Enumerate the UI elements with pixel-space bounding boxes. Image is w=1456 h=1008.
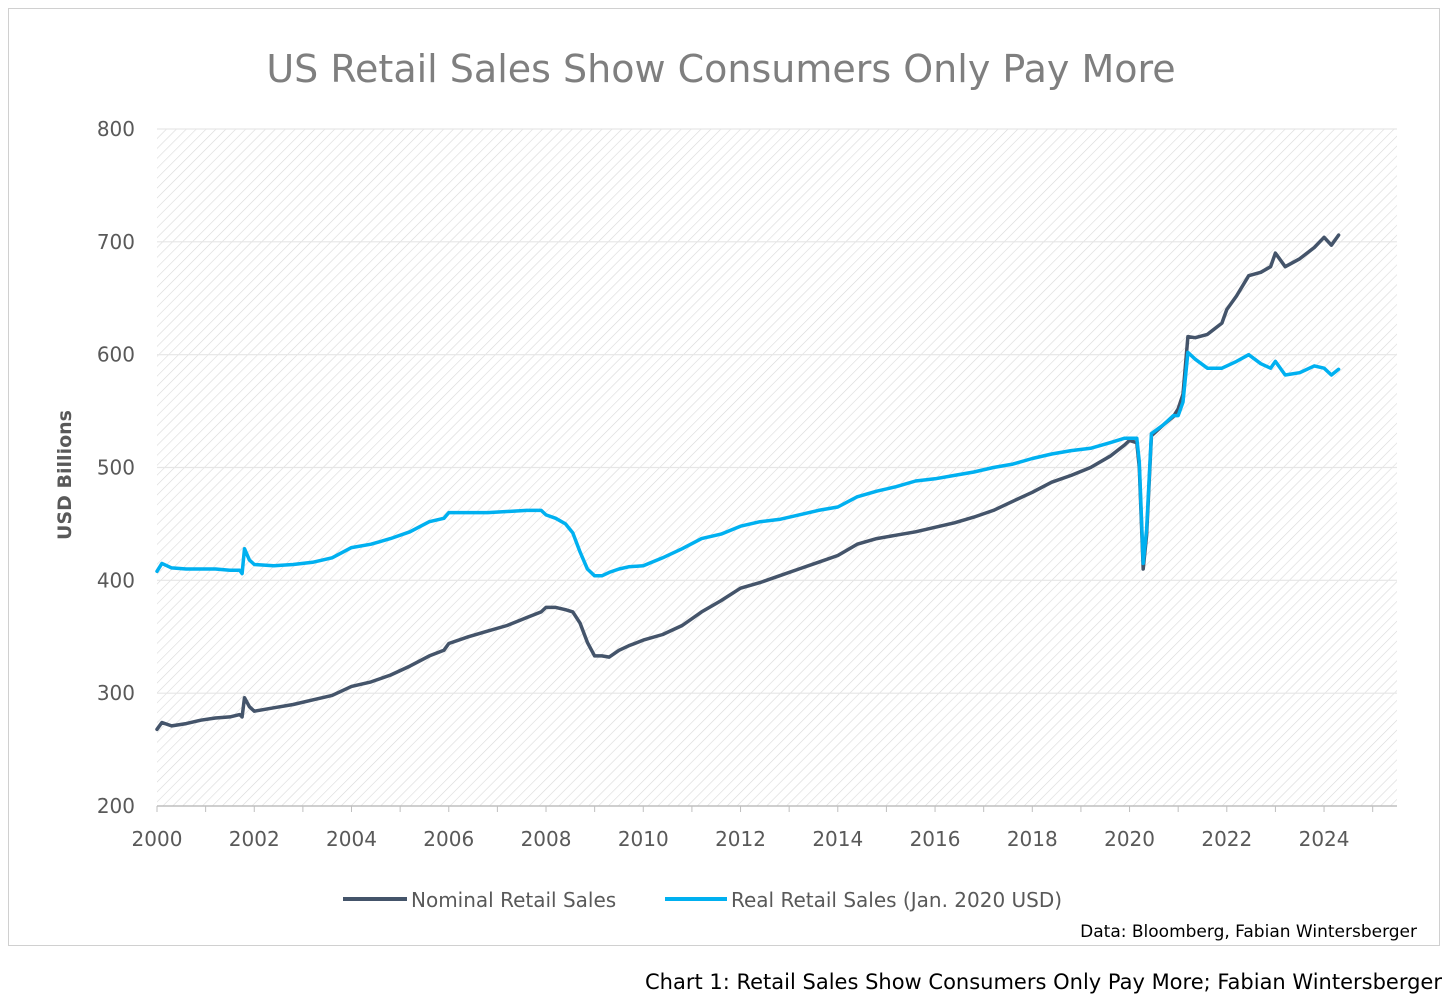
chart-frame: US Retail Sales Show Consumers Only Pay … [8,8,1440,946]
x-tick-label: 2020 [1104,827,1155,851]
x-axis-ticks: 2000 2002 2004 2006 2008 2010 2012 2014 2016 2018… [132,806,1374,851]
gridlines [157,128,1397,807]
source-note: Data: Bloomberg, Fabian Wintersberger [1080,922,1417,942]
chart-title: US Retail Sales Show Consumers Only Pay … [266,47,1175,91]
chart-svg: US Retail Sales Show Consumers Only Pay … [54,47,1417,942]
x-tick-label: 2012 [715,827,766,851]
x-tick-label: 2002 [229,827,280,851]
y-tick-label: 500 [97,456,135,480]
x-tick-label: 2010 [618,827,669,851]
legend-label-nominal: Nominal Retail Sales [411,888,616,912]
x-tick-label: 2000 [132,827,183,851]
y-tick-label: 300 [97,681,135,705]
series-line-real [155,350,1341,578]
x-tick-label: 2022 [1201,827,1252,851]
x-tick-label: 2018 [1007,827,1058,851]
y-tick-label: 700 [97,230,135,254]
x-tick-label: 2006 [423,827,474,851]
x-tick-label: 2014 [812,827,863,851]
x-tick-label: 2004 [326,827,377,851]
x-tick-label: 2016 [910,827,961,851]
y-tick-label: 800 [97,117,135,141]
y-tick-label: 600 [97,343,135,367]
x-tick-label: 2008 [521,827,572,851]
x-tick-label: 2024 [1299,827,1350,851]
series-line-nominal [155,233,1341,732]
y-tick-label: 200 [97,794,135,818]
series-layer [155,233,1341,732]
figure-caption: Chart 1: Retail Sales Show Consumers Onl… [644,970,1442,994]
legend-label-real: Real Retail Sales (Jan. 2020 USD) [731,888,1062,912]
y-axis-label: USD Billions [54,410,76,540]
legend: Nominal Retail Sales Real Retail Sales (… [343,888,1062,912]
y-axis-ticks: 200 300 400 500 600 700 800 [97,117,135,818]
y-tick-label: 400 [97,568,135,592]
